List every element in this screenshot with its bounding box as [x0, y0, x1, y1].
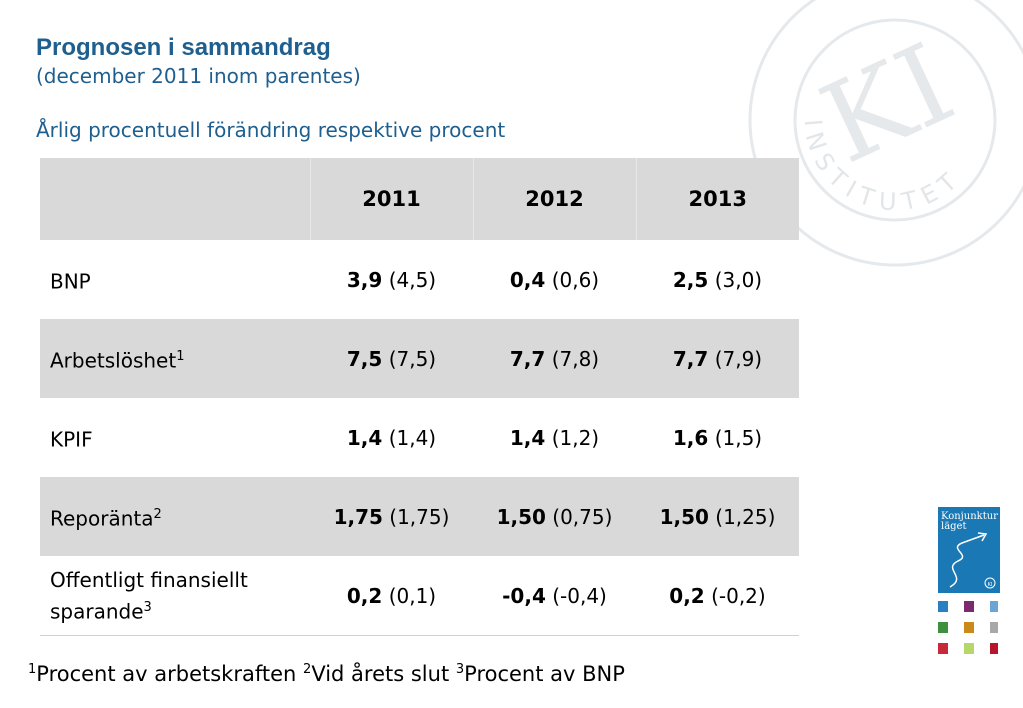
- konjunkturlaget-cover-logo: Konjunktur läget KI: [938, 507, 1000, 593]
- cell-value: 7,5 (7,5): [310, 319, 473, 398]
- footnote-ref: 3: [143, 599, 152, 615]
- cell-previous: (1,25): [715, 504, 776, 529]
- cover-title-line2: läget: [941, 521, 967, 532]
- footnote-text: Procent av BNP: [464, 662, 625, 686]
- cell-value: 3,9 (4,5): [310, 240, 473, 319]
- cell-previous: (7,8): [551, 346, 600, 371]
- cell-previous: (4,5): [388, 267, 437, 292]
- cell-previous: (7,9): [714, 346, 763, 371]
- cell-value: 7,7 (7,9): [636, 319, 799, 398]
- footnote-number: 2: [303, 662, 312, 677]
- cell-previous: (0,1): [388, 583, 437, 608]
- page-subtitle: (december 2011 inom parentes): [36, 64, 361, 88]
- thumbnail: [964, 601, 974, 612]
- row-label-text: Reporänta: [50, 506, 154, 531]
- column-header-empty: [40, 158, 310, 240]
- cell-previous: (1,5): [714, 425, 763, 450]
- row-label-text: BNP: [50, 269, 91, 294]
- cell-value: 1,4 (1,2): [473, 398, 636, 477]
- cell-forecast: 7,5: [346, 346, 383, 371]
- footnote-text: Procent av arbetskraften: [36, 662, 297, 686]
- cell-value: 1,6 (1,5): [636, 398, 799, 477]
- cover-title-line1: Konjunktur: [941, 511, 998, 522]
- thumbnail: [938, 622, 948, 633]
- cell-forecast: 1,50: [659, 504, 709, 529]
- institute-seal-watermark: KI INSTITUTET: [748, 0, 1023, 267]
- thumbnail: [964, 622, 974, 633]
- cell-value: 1,50 (0,75): [473, 477, 636, 556]
- table-row-offentligt-finansiellt-sparande: Offentligt finansiellt sparande3 0,2 (0,1…: [40, 556, 799, 636]
- cell-previous: (1,75): [389, 504, 450, 529]
- column-header-2011: 2011: [309, 158, 473, 240]
- footnote-number: 1: [28, 662, 37, 677]
- footnote-ref: 2: [153, 506, 162, 522]
- cell-forecast: 0,2: [346, 583, 383, 608]
- cell-value: 1,75 (1,75): [310, 477, 473, 556]
- row-label: Reporänta2: [40, 477, 310, 556]
- cell-forecast: 7,7: [672, 346, 709, 371]
- thumbnail: [990, 601, 998, 612]
- page-title: Prognosen i sammandrag: [36, 34, 331, 61]
- cell-previous: (1,2): [551, 425, 600, 450]
- row-label: Offentligt finansiellt sparande3: [40, 556, 310, 636]
- row-label-text: KPIF: [50, 427, 93, 452]
- cell-forecast: 1,4: [509, 425, 546, 450]
- cell-value: -0,4 (-0,4): [473, 556, 636, 636]
- cell-forecast: 0,4: [509, 267, 546, 292]
- row-label-text: Offentligt finansiellt: [50, 567, 248, 592]
- cell-value: 1,50 (1,25): [636, 477, 799, 556]
- cell-previous: (-0,4): [552, 583, 607, 608]
- cell-forecast: 7,7: [509, 346, 546, 371]
- footnote-text: Vid årets slut: [311, 662, 450, 686]
- cell-previous: (7,5): [388, 346, 437, 371]
- row-label-text: Arbetslöshet: [50, 348, 177, 373]
- cell-forecast: -0,4: [502, 583, 546, 608]
- thumbnail: [990, 643, 998, 654]
- footnote-ref: 1: [176, 348, 185, 364]
- cell-forecast: 1,50: [496, 504, 546, 529]
- cell-previous: (0,6): [551, 267, 600, 292]
- cell-value: 1,4 (1,4): [310, 398, 473, 477]
- footnote-number: 3: [455, 662, 465, 677]
- cell-value: 0,2 (-0,2): [636, 556, 799, 636]
- cell-previous: (1,4): [388, 425, 437, 450]
- row-label: Arbetslöshet1: [40, 319, 310, 398]
- cell-forecast: 0,2: [669, 583, 705, 608]
- table-row-arbetsloshet: Arbetslöshet1 7,5 (7,5) 7,7 (7,8) 7,7 (7…: [40, 319, 799, 398]
- column-header-2012: 2012: [472, 158, 636, 240]
- cell-previous: (-0,2): [711, 583, 766, 608]
- cover-badge: KI: [988, 582, 993, 588]
- cell-previous: (0,75): [552, 504, 613, 529]
- thumbnail: [938, 601, 948, 612]
- cell-value: 0,2 (0,1): [310, 556, 473, 636]
- cell-value: 0,4 (0,6): [473, 240, 636, 319]
- table-header-row: 2011 2012 2013: [40, 158, 799, 240]
- cell-value: 2,5 (3,0): [636, 240, 799, 319]
- row-label: BNP: [40, 240, 310, 319]
- thumbnail: [964, 643, 974, 654]
- row-label-text-line2: sparande: [50, 599, 144, 624]
- thumbnail: [990, 622, 998, 633]
- cell-previous: (3,0): [714, 267, 763, 292]
- cell-value: 7,7 (7,8): [473, 319, 636, 398]
- column-header-2013: 2013: [635, 158, 799, 240]
- cell-forecast: 2,5: [672, 267, 709, 292]
- report-thumbnails: [938, 601, 998, 654]
- table-caption: Årlig procentuell förändring respektive …: [36, 118, 506, 142]
- cell-forecast: 1,4: [346, 425, 383, 450]
- cell-forecast: 1,75: [333, 504, 383, 529]
- row-label: KPIF: [40, 398, 310, 477]
- table-row-kpif: KPIF 1,4 (1,4) 1,4 (1,2) 1,6 (1,5): [40, 398, 799, 477]
- footnotes: 1Procent av arbetskraften 2Vid årets slu…: [28, 662, 625, 686]
- table-row-reporanta: Reporänta2 1,75 (1,75) 1,50 (0,75) 1,50 …: [40, 477, 799, 556]
- forecast-table: 2011 2012 2013 BNP 3,9 (4,5) 0,4 (0,6) 2…: [40, 158, 799, 636]
- thumbnail: [938, 643, 948, 654]
- cell-forecast: 1,6: [672, 425, 709, 450]
- table-row-bnp: BNP 3,9 (4,5) 0,4 (0,6) 2,5 (3,0): [40, 240, 799, 319]
- cell-forecast: 3,9: [346, 267, 383, 292]
- cover-background: [938, 507, 1000, 593]
